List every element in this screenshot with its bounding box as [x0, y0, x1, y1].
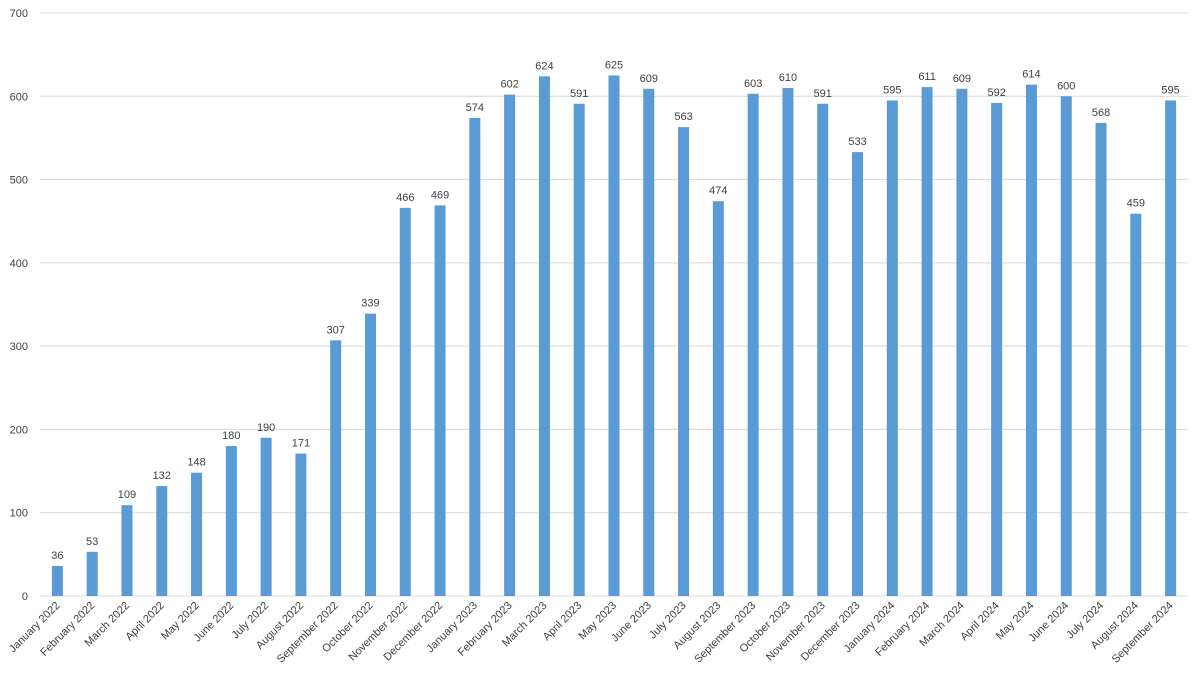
bar — [886, 100, 898, 596]
bar — [782, 87, 794, 596]
data-label: 610 — [779, 72, 797, 84]
data-label: 190 — [257, 422, 275, 434]
x-tick-label: December 2022 — [381, 600, 445, 664]
x-tick-label: September 2024 — [1110, 600, 1176, 666]
bar — [921, 87, 933, 597]
bar — [156, 486, 168, 596]
bar — [399, 207, 411, 597]
data-label: 574 — [466, 102, 484, 114]
y-tick-label: 600 — [10, 91, 28, 103]
data-label: 592 — [987, 87, 1005, 99]
data-label: 171 — [292, 438, 310, 450]
x-tick-label: September 2023 — [692, 600, 758, 666]
data-label: 180 — [222, 430, 240, 442]
data-label: 609 — [640, 73, 658, 85]
bar — [991, 102, 1003, 596]
bar — [295, 453, 307, 596]
bar — [330, 340, 342, 596]
y-tick-label: 300 — [10, 341, 28, 353]
data-label: 602 — [500, 79, 518, 91]
data-label: 563 — [674, 111, 692, 123]
bar — [225, 446, 237, 596]
data-label: 459 — [1127, 198, 1145, 210]
bar — [469, 117, 481, 596]
y-tick-label: 400 — [10, 258, 28, 270]
bar — [538, 76, 550, 597]
data-label: 595 — [883, 84, 901, 96]
y-axis-ticks: 0 100 200 300 400 500 600 700 — [10, 8, 28, 603]
data-label: 474 — [709, 185, 727, 197]
bar — [1095, 122, 1107, 597]
data-label: 609 — [953, 73, 971, 85]
bar — [260, 437, 272, 596]
data-label: 603 — [744, 78, 762, 90]
data-label: 625 — [605, 59, 623, 71]
data-label: 591 — [570, 88, 588, 100]
bar — [1165, 100, 1177, 596]
bar — [51, 566, 63, 596]
data-label: 595 — [1161, 84, 1179, 96]
data-labels: 36 53 109 132 148 180 190 171 307 339 466 469 574 602… — [51, 59, 1180, 562]
bar — [504, 94, 516, 597]
y-tick-label: 500 — [10, 175, 28, 187]
bar — [191, 472, 203, 596]
bar — [712, 201, 724, 596]
bar — [121, 505, 133, 596]
data-label: 132 — [153, 470, 171, 482]
bar — [747, 93, 759, 596]
bar — [434, 205, 446, 596]
bar — [608, 75, 620, 596]
bar — [1060, 96, 1072, 597]
data-label: 568 — [1092, 107, 1110, 119]
bar — [573, 103, 585, 596]
bar — [852, 152, 864, 596]
data-label: 109 — [118, 489, 136, 501]
data-label: 148 — [187, 457, 205, 469]
data-label: 469 — [431, 189, 449, 201]
data-label: 466 — [396, 192, 414, 204]
y-tick-label: 100 — [10, 508, 28, 520]
data-label: 53 — [86, 536, 98, 548]
data-label: 533 — [848, 136, 866, 148]
bar — [86, 551, 98, 596]
x-tick-label: September 2022 — [275, 600, 341, 666]
bar — [1130, 213, 1142, 596]
x-tick-label: November 2023 — [764, 600, 828, 664]
y-tick-label: 200 — [10, 424, 28, 436]
bar — [643, 88, 655, 596]
data-label: 600 — [1057, 80, 1075, 92]
x-tick-label: November 2022 — [347, 600, 411, 664]
bar — [364, 313, 376, 596]
bar — [1025, 84, 1037, 596]
bar — [817, 103, 829, 596]
data-label: 307 — [327, 324, 345, 336]
x-tick-label: December 2023 — [799, 600, 863, 664]
data-label: 614 — [1022, 69, 1040, 81]
data-label: 611 — [918, 71, 936, 83]
data-label: 624 — [535, 60, 553, 72]
bar — [956, 88, 968, 596]
y-tick-label: 0 — [22, 591, 28, 603]
y-tick-label: 700 — [10, 8, 28, 20]
data-label: 339 — [361, 298, 379, 310]
bar — [678, 127, 690, 596]
bars — [51, 75, 1177, 597]
data-label: 36 — [51, 550, 63, 562]
data-label: 591 — [814, 88, 832, 100]
